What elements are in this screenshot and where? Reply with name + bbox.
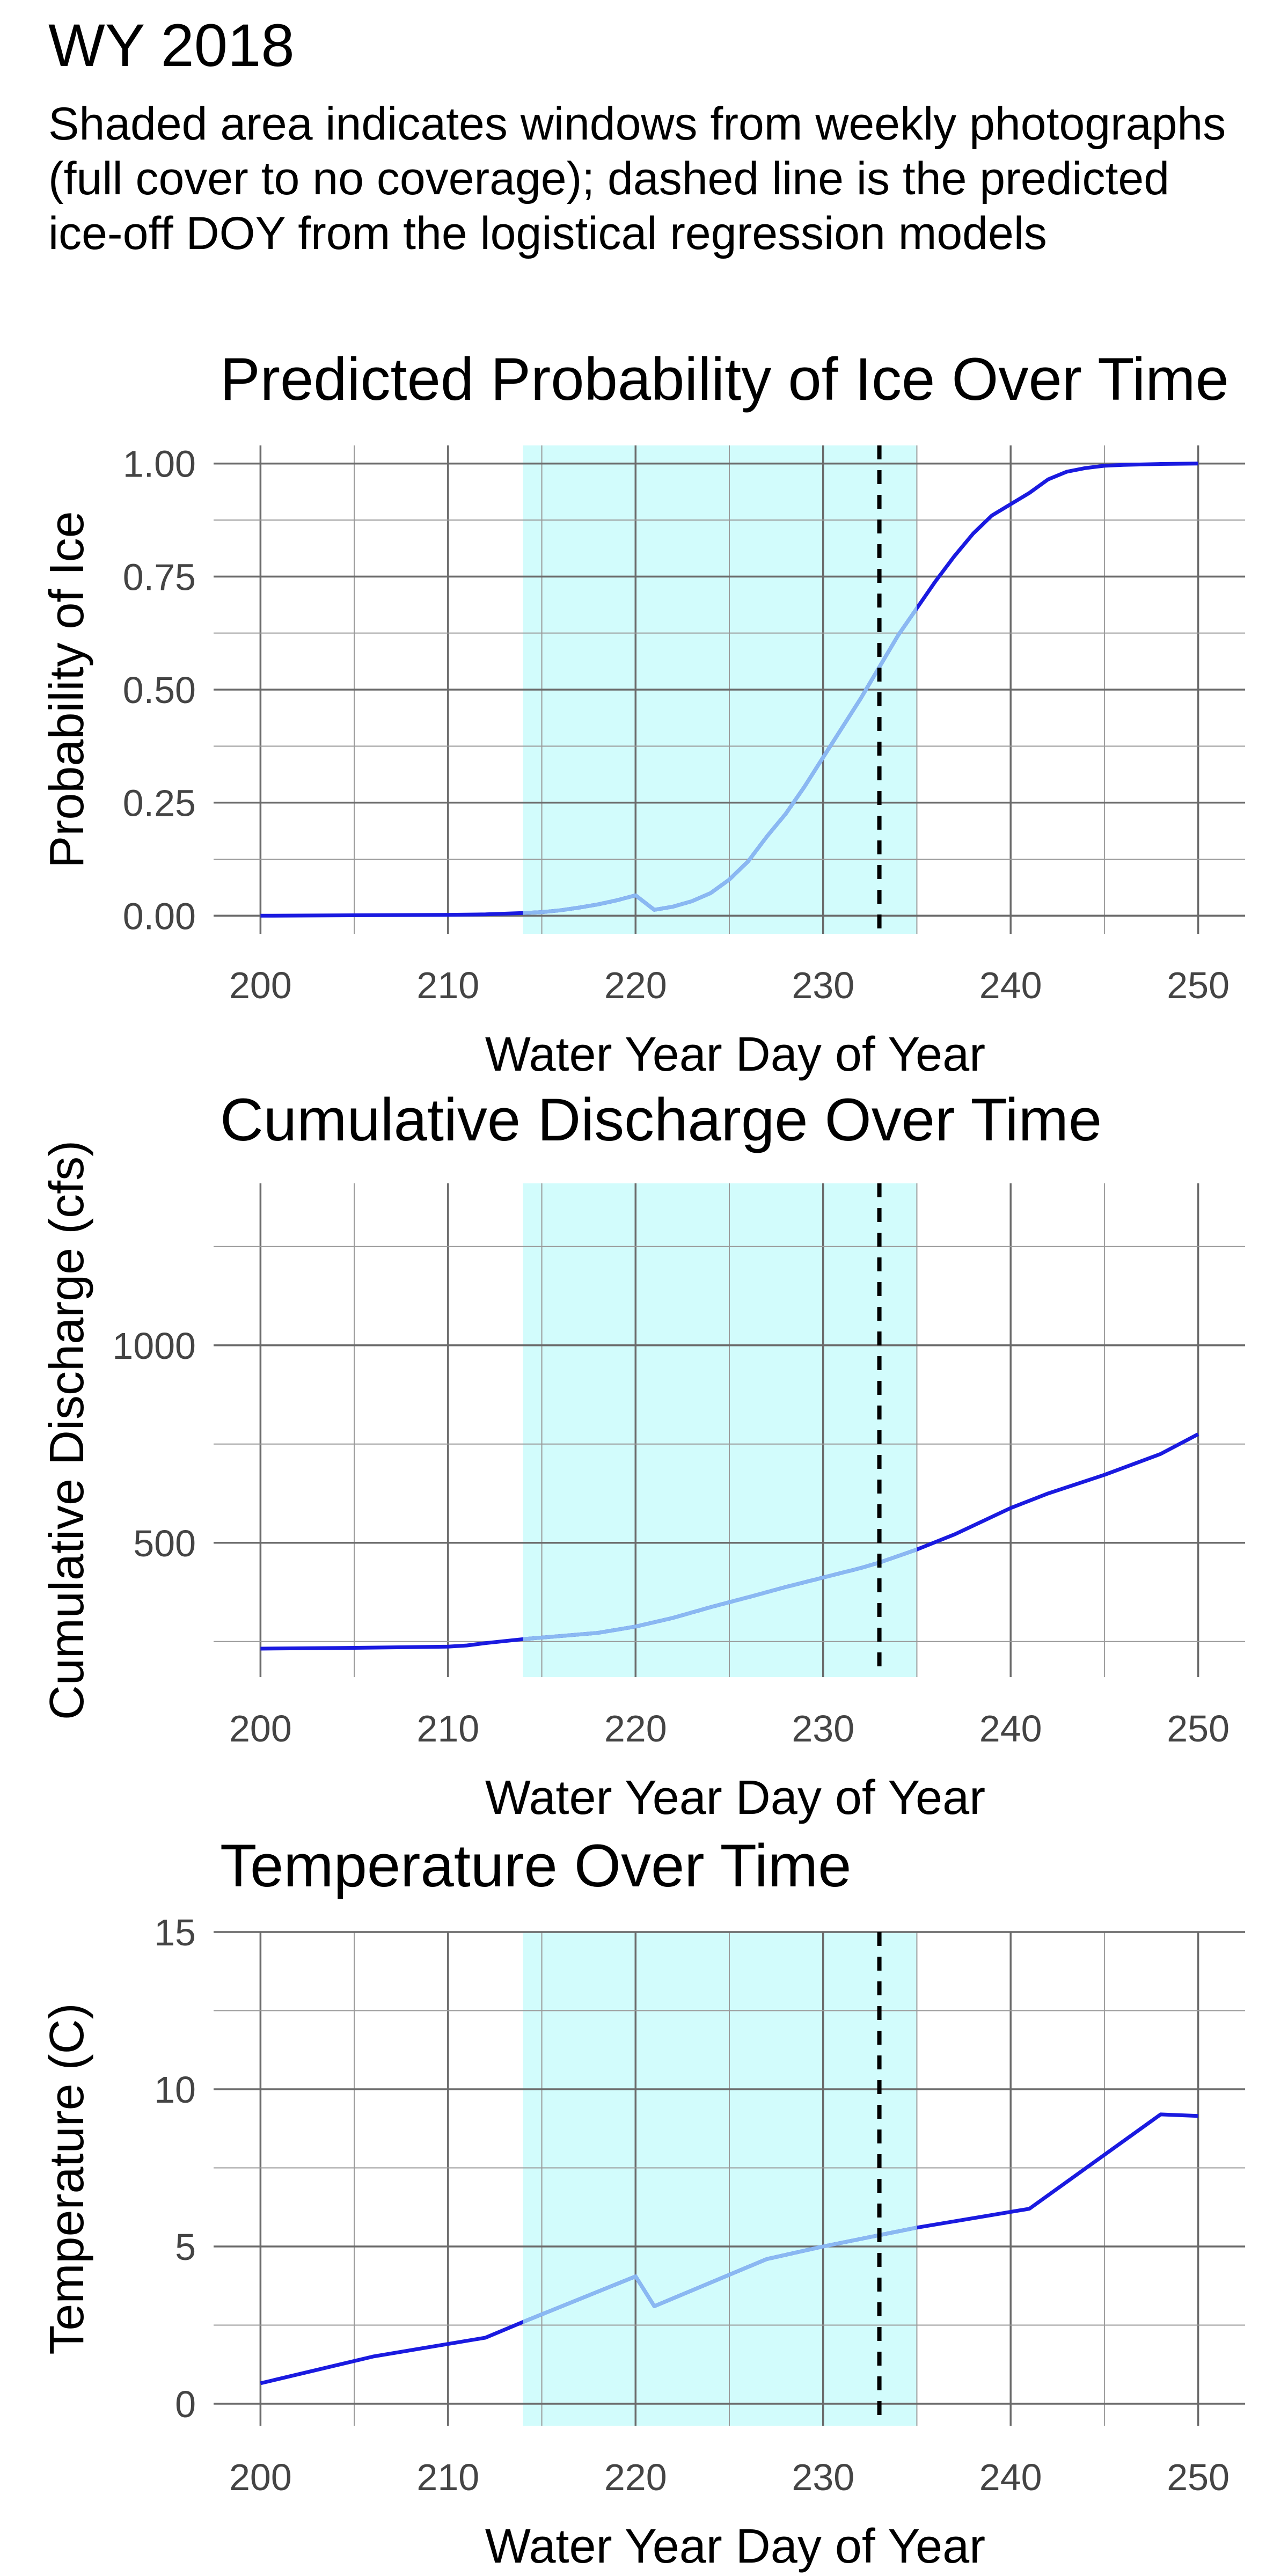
chart-title: Temperature Over Time <box>220 1832 851 1899</box>
x-tick-label: 220 <box>604 1708 667 1750</box>
x-tick-label: 210 <box>416 964 479 1006</box>
x-tick-label: 220 <box>604 2456 667 2498</box>
y-tick-label: 0.50 <box>123 669 196 711</box>
x-tick-label: 250 <box>1167 1708 1230 1750</box>
chart-title: Cumulative Discharge Over Time <box>220 1086 1102 1153</box>
series-line-inside-window <box>523 605 917 915</box>
page-subtitle: Shaded area indicates windows from weekl… <box>48 98 1226 259</box>
y-tick-label: 1.00 <box>123 443 196 485</box>
y-axis-label: Temperature (C) <box>40 2003 94 2354</box>
x-tick-label: 210 <box>416 2456 479 2498</box>
x-tick-label: 210 <box>416 1708 479 1750</box>
x-tick-label: 240 <box>979 1708 1042 1750</box>
y-tick-label: 0.00 <box>123 895 196 937</box>
x-tick-label: 200 <box>229 2456 292 2498</box>
x-tick-label: 250 <box>1167 2456 1230 2498</box>
x-axis-label: Water Year Day of Year <box>485 2520 985 2573</box>
x-tick-label: 240 <box>979 2456 1042 2498</box>
probability-of-ice-panel: Predicted Probability of Ice Over Time 0.… <box>40 346 1245 1081</box>
chart-title: Predicted Probability of Ice Over Time <box>220 346 1229 413</box>
x-tick-label: 200 <box>229 964 292 1006</box>
x-tick-label: 230 <box>792 1708 854 1750</box>
y-tick-label: 0.75 <box>123 556 196 598</box>
y-tick-label: 5 <box>175 2226 196 2268</box>
series-line-inside-window <box>523 2226 917 2324</box>
y-axis-label: Cumulative Discharge (cfs) <box>40 1140 94 1720</box>
y-tick-label: 15 <box>154 1912 196 1953</box>
x-tick-label: 250 <box>1167 964 1230 1006</box>
y-tick-label: 500 <box>133 1523 196 1564</box>
x-tick-label: 240 <box>979 964 1042 1006</box>
x-tick-label: 200 <box>229 1708 292 1750</box>
x-tick-label: 230 <box>792 2456 854 2498</box>
y-tick-label: 10 <box>154 2069 196 2111</box>
temperature-panel: Temperature Over Time 0 5 10 15 200 210 220 230 2… <box>40 1832 1245 2573</box>
y-tick-label: 0 <box>175 2383 196 2425</box>
series-line-inside-window <box>523 1547 917 1641</box>
y-tick-label: 0.25 <box>123 782 196 824</box>
y-tick-label: 1000 <box>112 1325 196 1367</box>
page-title: WY 2018 <box>48 12 295 79</box>
x-axis-label: Water Year Day of Year <box>485 1771 985 1825</box>
y-axis-label: Probability of Ice <box>40 511 94 868</box>
photo-window-shade <box>523 1183 917 1677</box>
photo-window-shade <box>523 1932 917 2426</box>
x-tick-label: 230 <box>792 964 854 1006</box>
x-axis-label: Water Year Day of Year <box>485 1028 985 1081</box>
x-tick-label: 220 <box>604 964 667 1006</box>
cumulative-discharge-panel: Cumulative Discharge Over Time 500 1000 200… <box>40 1086 1245 1825</box>
